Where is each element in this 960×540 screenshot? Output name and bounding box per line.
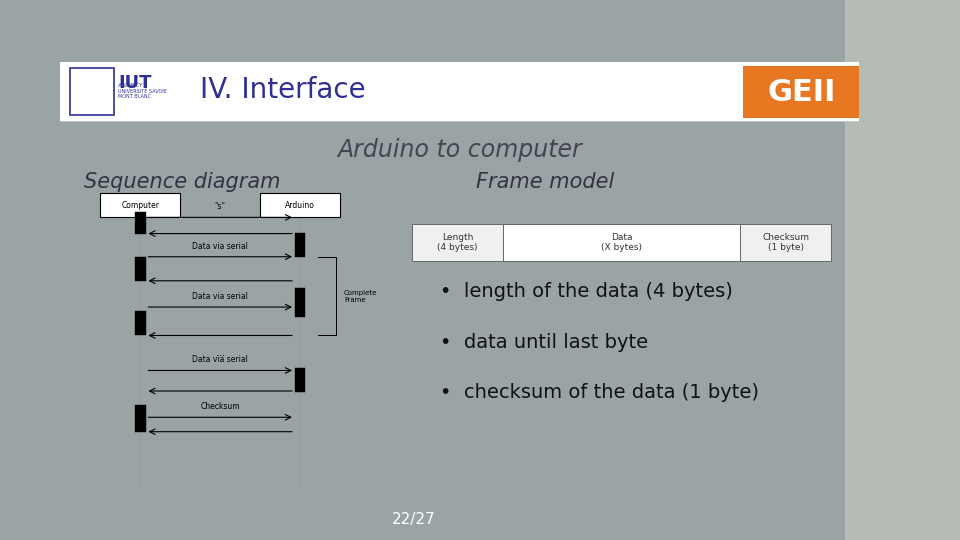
Text: Data via serial: Data via serial <box>192 241 249 251</box>
Bar <box>60 62 859 121</box>
Text: •  length of the data (4 bytes): • length of the data (4 bytes) <box>440 282 732 301</box>
Text: •  data until last byte: • data until last byte <box>440 333 648 352</box>
Text: Data via serial: Data via serial <box>192 355 249 364</box>
Bar <box>845 0 960 540</box>
Text: ...: ... <box>216 348 225 358</box>
Bar <box>135 256 146 281</box>
Bar <box>135 406 146 431</box>
Text: Length
(4 bytes): Length (4 bytes) <box>437 233 478 252</box>
Text: Data
(X bytes): Data (X bytes) <box>601 233 642 252</box>
Text: Checksum: Checksum <box>201 402 240 411</box>
Bar <box>743 66 859 118</box>
Bar <box>70 68 114 116</box>
Text: MONT BLANC: MONT BLANC <box>118 94 151 99</box>
Text: Sequence diagram: Sequence diagram <box>84 172 281 192</box>
Text: GEII: GEII <box>767 78 835 107</box>
Text: •  checksum of the data (1 byte): • checksum of the data (1 byte) <box>440 383 758 402</box>
Text: Arduino to computer: Arduino to computer <box>338 138 582 161</box>
Text: "s": "s" <box>215 202 226 211</box>
Text: IV. Interface: IV. Interface <box>201 76 366 104</box>
Bar <box>295 368 305 393</box>
Text: Complete
Frame: Complete Frame <box>344 289 377 302</box>
Text: 22/27: 22/27 <box>392 512 435 527</box>
Text: Checksum
(1 byte): Checksum (1 byte) <box>762 233 809 252</box>
Bar <box>412 224 503 261</box>
Bar <box>295 233 305 256</box>
Text: Computer: Computer <box>121 201 159 210</box>
Bar <box>135 212 146 234</box>
Bar <box>135 312 146 335</box>
Text: UNIVERSITÉ SAVOIE: UNIVERSITÉ SAVOIE <box>118 89 167 94</box>
Text: Data via serial: Data via serial <box>192 292 249 301</box>
Text: ANNECY: ANNECY <box>118 83 144 88</box>
Text: Arduino: Arduino <box>285 201 315 210</box>
Bar <box>503 224 740 261</box>
Bar <box>260 193 340 218</box>
Bar <box>295 288 305 316</box>
Text: IUT: IUT <box>118 75 152 92</box>
Bar <box>740 224 831 261</box>
Bar <box>101 193 180 218</box>
Text: Frame model: Frame model <box>476 172 614 192</box>
